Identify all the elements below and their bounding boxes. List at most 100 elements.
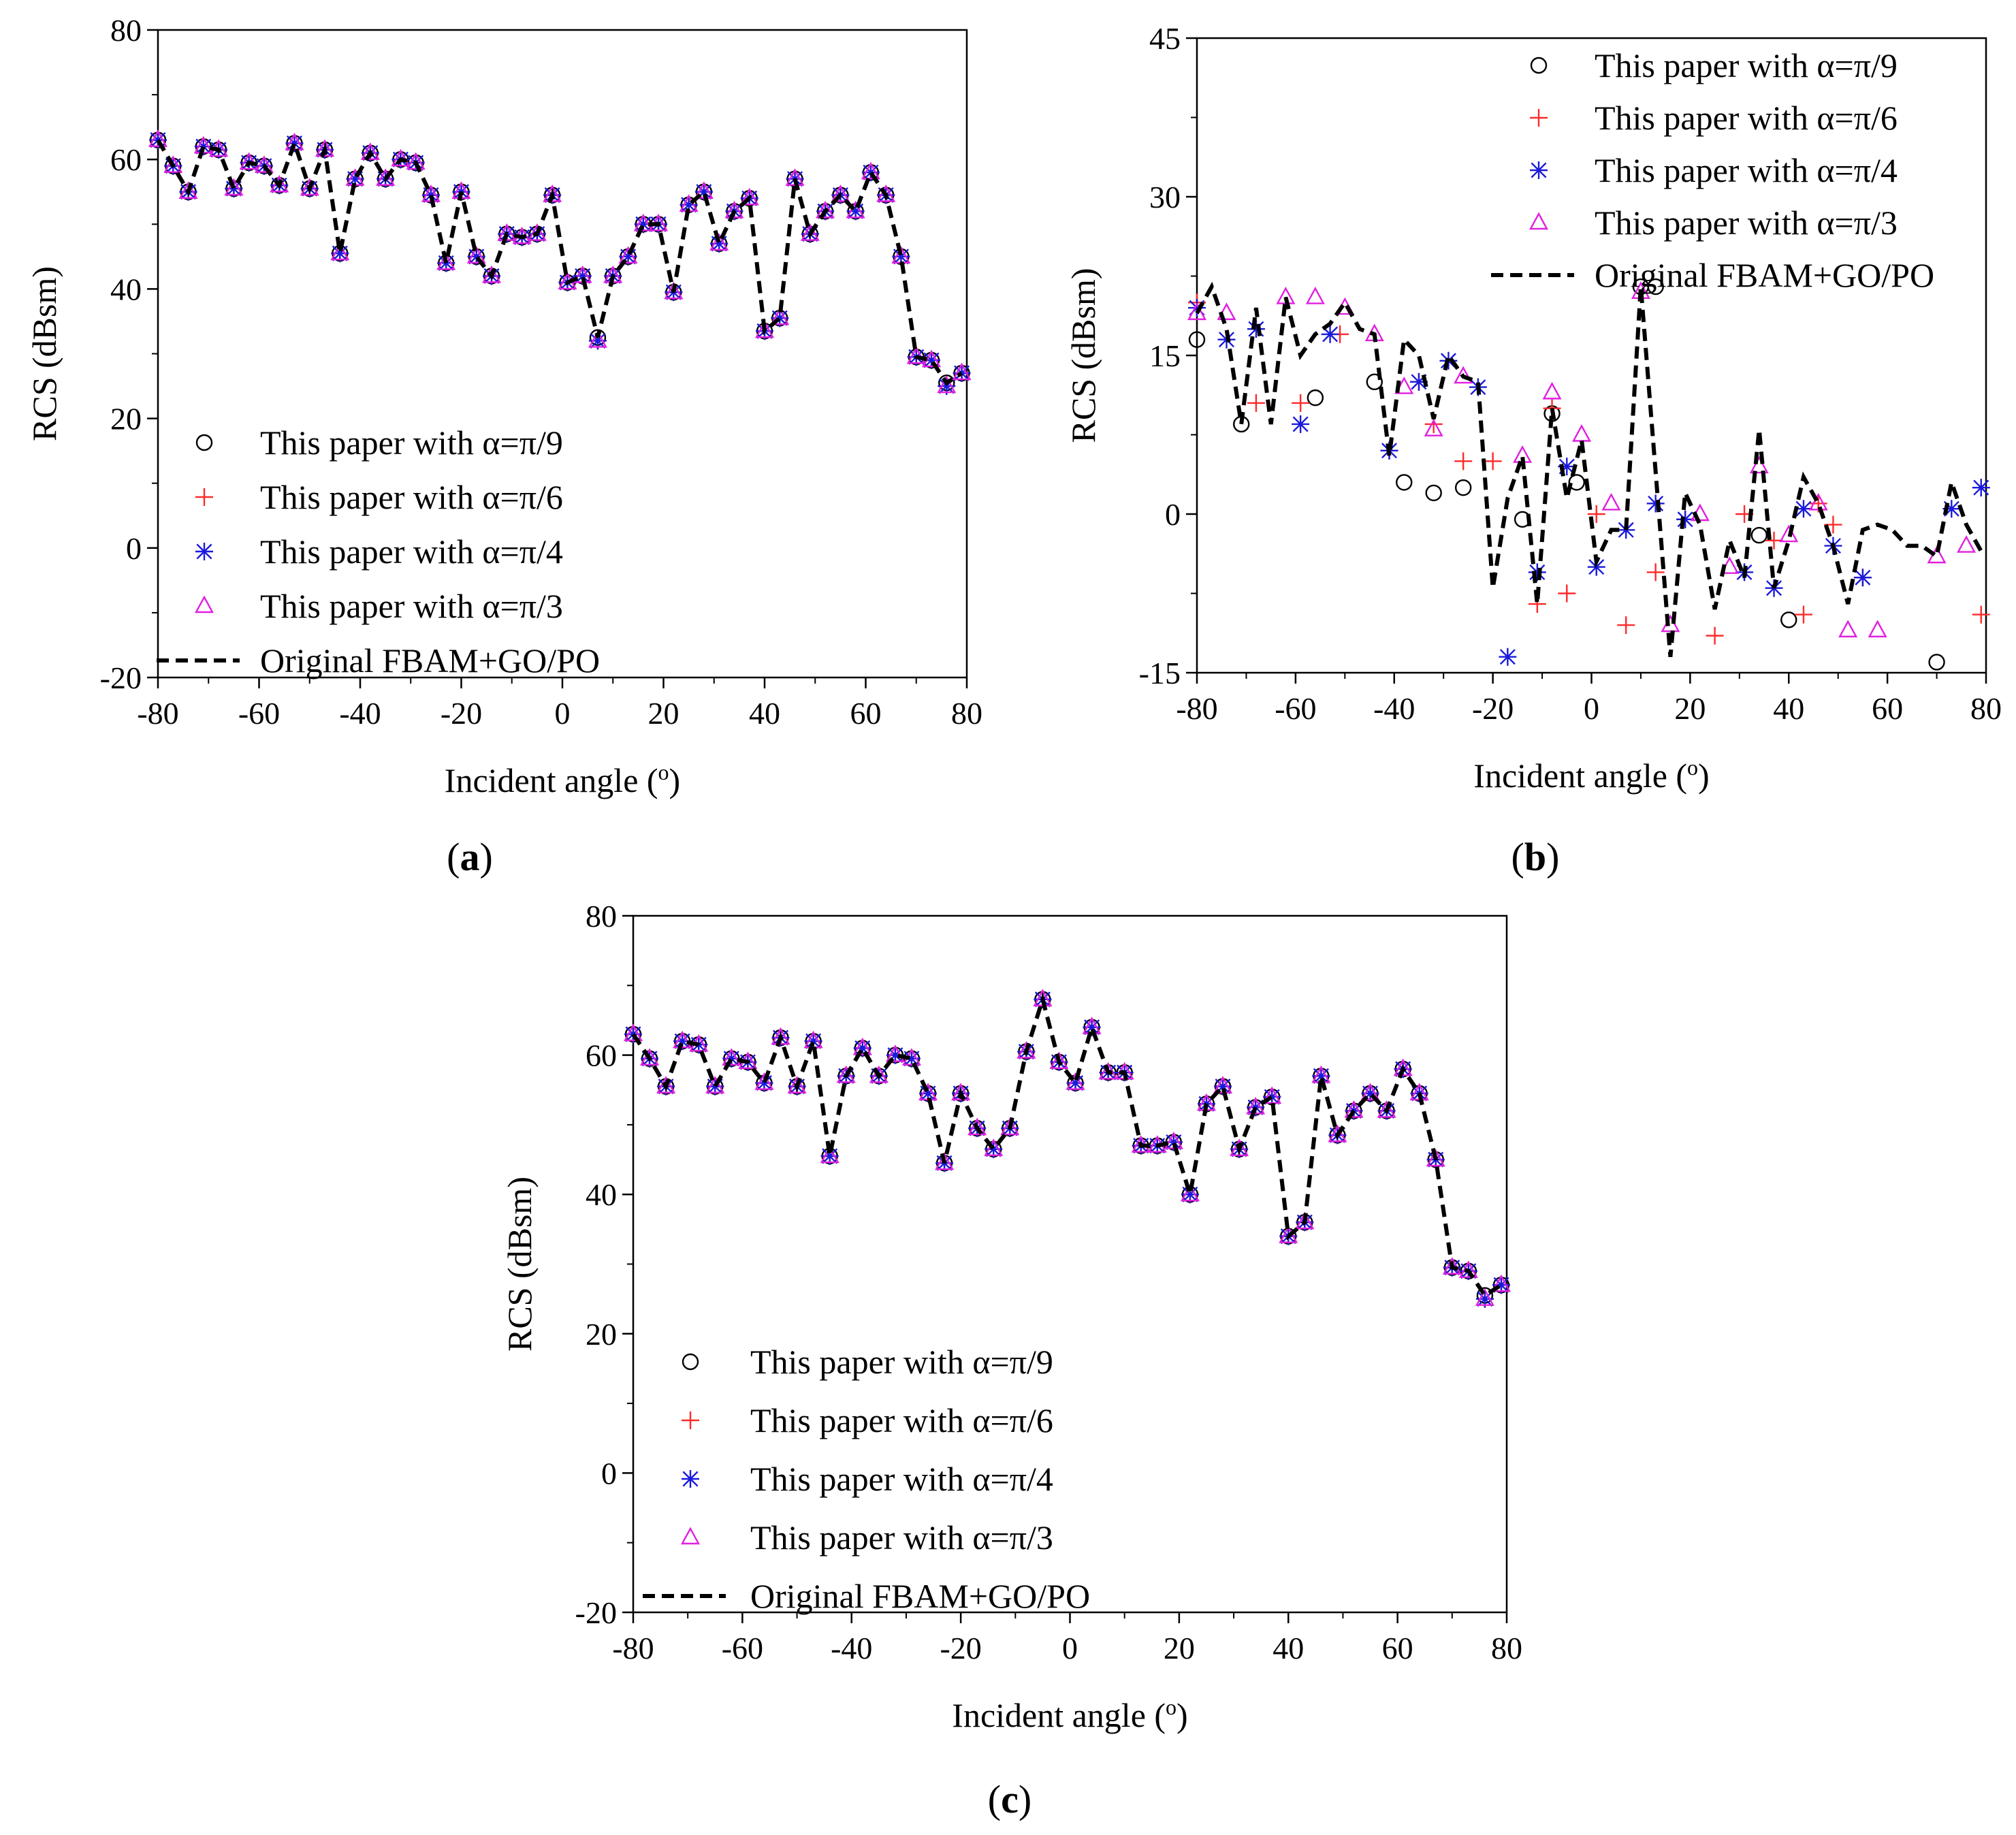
star-marker xyxy=(1492,1276,1510,1294)
series-2 xyxy=(1188,293,1990,645)
legend-entry-label: This paper with α=π/4 xyxy=(260,532,563,571)
x-tick-label: 80 xyxy=(951,696,982,731)
star-marker xyxy=(285,134,304,153)
triangle-marker xyxy=(1049,1051,1069,1070)
triangle-marker xyxy=(178,181,198,199)
triangle-marker xyxy=(1360,1083,1380,1101)
legend-plus-marker xyxy=(195,488,213,506)
triangle-marker xyxy=(466,246,486,264)
triangle-marker xyxy=(633,213,653,232)
triangle-marker xyxy=(1305,287,1325,304)
star-marker xyxy=(421,186,440,204)
triangle-marker xyxy=(1424,419,1443,436)
triangle-marker xyxy=(664,281,684,300)
triangle-marker xyxy=(656,1076,676,1094)
y-axis-title: RCS (dBsm) xyxy=(500,1177,539,1352)
circle-marker xyxy=(1366,373,1383,391)
y-tick-label: 20 xyxy=(110,402,142,436)
x-axis-title: Incident angle (o) xyxy=(952,1695,1187,1734)
y-tick-label: 15 xyxy=(1149,338,1181,373)
panel-label-b: (b) xyxy=(1511,835,1560,879)
triangle-marker xyxy=(952,362,972,381)
star-marker xyxy=(1499,648,1517,666)
legend-plus-marker xyxy=(682,1411,699,1429)
star-marker xyxy=(619,247,637,266)
triangle-marker xyxy=(1475,1288,1494,1306)
plus-marker xyxy=(1617,616,1635,635)
triangle-marker xyxy=(754,1072,774,1090)
star-marker xyxy=(1312,1067,1330,1085)
plot-frame xyxy=(157,29,968,679)
triangle-marker xyxy=(820,1145,839,1164)
star-marker xyxy=(1853,569,1872,587)
star-marker xyxy=(1263,1087,1281,1106)
series-5 xyxy=(156,137,963,386)
y-tick-label: 40 xyxy=(586,1177,617,1212)
y-tick-label: 80 xyxy=(110,13,142,48)
x-tick-label: -40 xyxy=(831,1631,872,1665)
legend-star-marker xyxy=(1530,161,1548,179)
star-marker xyxy=(1292,415,1310,433)
circle-marker xyxy=(1647,278,1664,296)
x-tick-label: 80 xyxy=(1970,691,2002,726)
y-tick-label: 0 xyxy=(126,531,142,566)
x-tick-label: -80 xyxy=(1176,691,1217,726)
star-marker xyxy=(1972,479,1990,497)
series-1 xyxy=(624,991,1510,1304)
star-marker xyxy=(149,131,167,149)
y-tick-label: 60 xyxy=(110,142,142,177)
y-tick-label: 60 xyxy=(586,1038,617,1073)
triangle-marker xyxy=(705,1076,725,1094)
star-marker xyxy=(634,215,652,234)
dashed-series-line xyxy=(631,991,1503,1298)
star-marker xyxy=(1066,1074,1085,1092)
x-tick-label: 20 xyxy=(648,696,679,731)
y-tick-label: 80 xyxy=(586,899,617,934)
x-tick-label: -20 xyxy=(1472,691,1514,726)
legend-entry-label: This paper with α=π/3 xyxy=(1595,204,1898,242)
panel-label-c: (c) xyxy=(988,1777,1031,1821)
star-marker xyxy=(679,195,698,214)
dashed-series-line xyxy=(156,137,963,386)
circle-marker xyxy=(1780,611,1797,628)
star-marker xyxy=(1794,500,1812,518)
y-tick-label: 30 xyxy=(1149,180,1181,214)
circle-marker xyxy=(1425,484,1442,502)
triangle-marker xyxy=(722,1048,741,1066)
triangle-marker xyxy=(1180,1183,1200,1202)
x-tick-label: 20 xyxy=(1674,691,1706,726)
triangle-marker xyxy=(846,200,865,219)
triangle-marker xyxy=(330,242,350,261)
star-marker xyxy=(706,1077,724,1096)
triangle-marker xyxy=(1454,366,1473,384)
star-marker xyxy=(1083,1018,1101,1036)
triangle-marker xyxy=(588,330,607,348)
star-marker xyxy=(820,1147,839,1165)
triangle-marker xyxy=(1571,424,1592,442)
legend-entry-label: This paper with α=π/6 xyxy=(750,1401,1053,1439)
plot-frame xyxy=(632,914,1508,1614)
legend-entry-label: Original FBAM+GO/PO xyxy=(260,641,600,680)
x-tick-label: -40 xyxy=(1373,691,1415,726)
legend-entry-label: This paper with α=π/4 xyxy=(750,1460,1053,1498)
star-marker xyxy=(1942,500,1961,518)
star-marker xyxy=(1528,563,1546,581)
plus-marker xyxy=(1765,531,1783,549)
triangle-marker xyxy=(754,320,775,338)
star-marker xyxy=(861,163,880,182)
triangle-marker xyxy=(640,1048,660,1066)
triangle-marker xyxy=(1426,1149,1445,1167)
triangle-marker xyxy=(1779,524,1799,543)
star-marker xyxy=(437,254,455,272)
y-tick-label: 0 xyxy=(601,1456,617,1490)
triangle-marker xyxy=(935,1152,955,1170)
star-marker xyxy=(853,1039,871,1057)
legend-star-marker xyxy=(195,543,213,560)
series-2 xyxy=(624,990,1510,1308)
legend-entry-label: This paper with α=π/4 xyxy=(1595,151,1898,189)
series-3 xyxy=(624,990,1510,1308)
x-tick-label: 60 xyxy=(1382,1631,1413,1665)
triangle-marker xyxy=(239,152,259,170)
triangle-marker xyxy=(1838,620,1858,638)
